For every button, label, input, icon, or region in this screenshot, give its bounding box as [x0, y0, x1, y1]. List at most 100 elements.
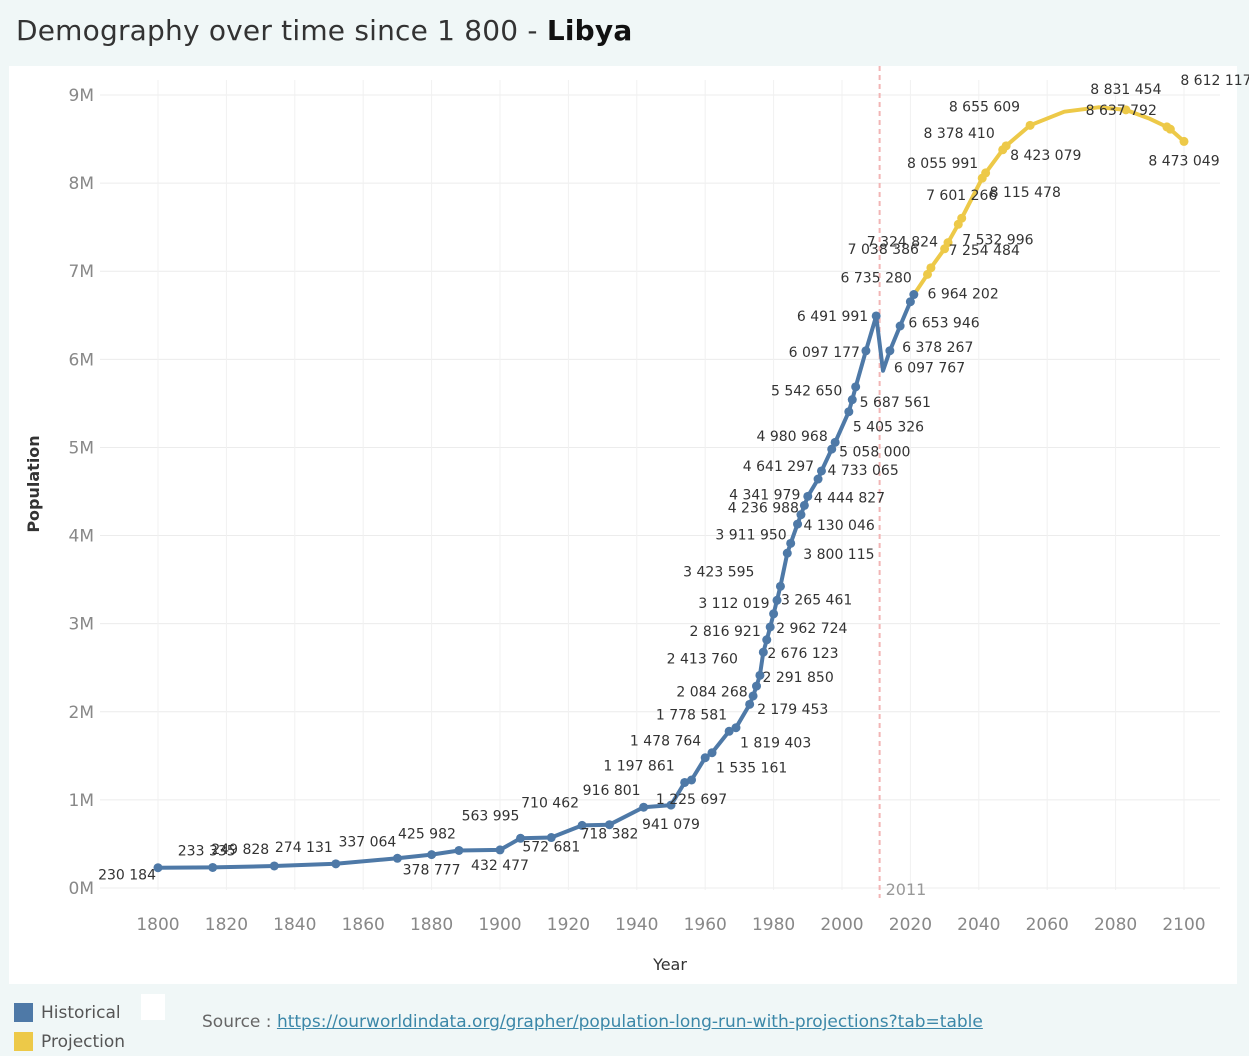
data-label: 1 225 697 — [656, 792, 727, 808]
data-label: 5 687 561 — [860, 395, 931, 411]
data-point — [707, 748, 717, 758]
data-label: 8 055 991 — [907, 156, 978, 172]
source-prefix: Source : — [202, 1012, 277, 1032]
data-label: 4 980 968 — [756, 429, 827, 445]
x-tick-label: 1840 — [273, 915, 316, 935]
x-tick-label: 1880 — [410, 915, 453, 935]
legend-item-historical[interactable]: Historical — [14, 998, 125, 1027]
y-tick-label: 4M — [69, 527, 94, 547]
x-tick-label: 2060 — [1026, 915, 1069, 935]
data-label: 3 911 950 — [715, 527, 786, 543]
data-point — [1001, 141, 1011, 151]
data-point — [793, 519, 803, 529]
y-tick-label: 2M — [69, 703, 94, 723]
data-point — [454, 845, 464, 855]
data-point — [1121, 105, 1131, 115]
data-point — [639, 802, 649, 812]
data-label: 8 655 609 — [949, 99, 1020, 115]
data-point — [816, 466, 826, 476]
x-tick-label: 1800 — [136, 915, 179, 935]
data-label: 230 184 — [98, 868, 156, 884]
data-label: 941 079 — [642, 817, 700, 833]
data-point — [847, 395, 857, 405]
data-label: 8 831 454 — [1090, 82, 1161, 98]
x-tick-label: 2020 — [889, 915, 932, 935]
chart-title: Demography over time since 1 800 - Libya — [16, 14, 632, 47]
source-link[interactable]: https://ourworldindata.org/grapher/popul… — [276, 1012, 983, 1032]
data-point — [775, 581, 785, 591]
data-label: 7 038 386 — [848, 242, 919, 258]
y-tick-label: 6M — [69, 350, 94, 370]
data-label: 572 681 — [522, 840, 580, 856]
legend-label-historical: Historical — [41, 1002, 121, 1023]
data-label: 1 478 764 — [630, 734, 701, 750]
data-point — [687, 775, 697, 785]
legend-item-projection[interactable]: Projection — [14, 1027, 125, 1056]
data-label: 425 982 — [398, 826, 456, 842]
data-label: 5 542 650 — [771, 384, 842, 400]
data-point — [331, 859, 341, 869]
x-tick-label: 2040 — [957, 915, 1000, 935]
data-label: 710 462 — [521, 795, 579, 811]
source-note: Source : https://ourworldindata.org/grap… — [202, 1012, 983, 1032]
chart-title-country: Libya — [546, 14, 633, 47]
chart-panel — [9, 66, 1237, 984]
data-label: 718 382 — [580, 827, 638, 843]
data-point — [827, 444, 837, 454]
y-tick-label: 3M — [69, 615, 94, 635]
data-label: 6 964 202 — [928, 286, 999, 302]
data-point — [153, 863, 163, 873]
data-label: 2 676 123 — [767, 646, 838, 662]
data-point — [427, 850, 437, 860]
data-point — [604, 820, 614, 830]
data-label: 2 816 921 — [689, 624, 760, 640]
data-label: 6 653 946 — [908, 316, 979, 332]
data-label: 4 733 065 — [827, 463, 898, 479]
data-point — [724, 726, 734, 736]
data-point — [577, 820, 587, 830]
data-point — [905, 297, 915, 307]
data-point — [745, 699, 755, 709]
data-label: 5 058 000 — [839, 444, 910, 460]
data-label: 1 535 161 — [716, 761, 787, 777]
data-point — [758, 647, 768, 657]
data-label: 916 801 — [583, 783, 641, 799]
y-axis-title: Population — [24, 435, 43, 532]
data-point — [796, 510, 806, 520]
data-point — [748, 691, 758, 701]
data-label: 1 819 403 — [740, 736, 811, 752]
y-tick-label: 5M — [69, 438, 94, 458]
x-tick-label: 1940 — [615, 915, 658, 935]
data-label: 8 115 478 — [990, 185, 1061, 201]
data-point — [1025, 120, 1035, 130]
data-label: 7 601 266 — [926, 188, 997, 204]
data-point — [269, 861, 279, 871]
data-label: 6 097 177 — [789, 345, 860, 361]
data-point — [516, 833, 526, 843]
data-label: 3 265 461 — [781, 592, 852, 608]
chart-title-prefix: Demography over time since 1 800 - — [16, 14, 547, 47]
data-label: 3 423 595 — [683, 564, 754, 580]
data-label: 2 962 724 — [776, 621, 847, 637]
data-point — [700, 753, 710, 763]
data-label: 4 641 297 — [743, 459, 814, 475]
y-tick-label: 0M — [69, 879, 94, 899]
legend: Historical Projection — [14, 998, 125, 1056]
data-label: 8 612 117 — [1180, 73, 1249, 89]
data-label: 233 335 — [178, 843, 236, 859]
data-point — [772, 595, 782, 605]
data-label: 6 378 267 — [902, 340, 973, 356]
x-tick-label: 2080 — [1094, 915, 1137, 935]
x-tick-label: 2100 — [1162, 915, 1205, 935]
data-point — [813, 474, 823, 484]
x-tick-label: 1900 — [478, 915, 521, 935]
data-point — [1165, 124, 1175, 134]
data-label: 7 254 484 — [949, 243, 1020, 259]
data-label: 249 828 — [211, 842, 269, 858]
y-tick-label: 9M — [69, 86, 94, 106]
data-point — [844, 407, 854, 417]
data-label: 8 473 049 — [1148, 153, 1219, 169]
data-label: 432 477 — [471, 858, 529, 874]
data-label: 274 131 — [275, 840, 333, 856]
data-point — [208, 862, 218, 872]
